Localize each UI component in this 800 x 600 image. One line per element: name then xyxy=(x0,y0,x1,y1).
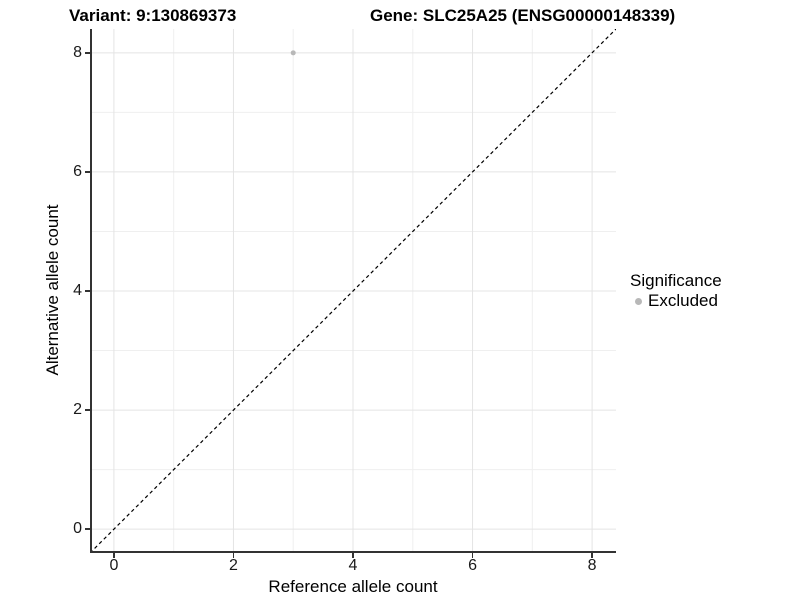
y-tick-mark xyxy=(85,409,90,411)
y-tick-label: 4 xyxy=(73,282,82,299)
y-tick-mark xyxy=(85,52,90,54)
y-tick-label: 0 xyxy=(73,520,82,538)
y-axis-title: Alternative allele count xyxy=(43,204,62,376)
y-tick-mark xyxy=(85,171,90,173)
legend-title: Significance xyxy=(630,271,722,290)
x-tick-mark xyxy=(232,553,235,558)
y-tick-label: 2 xyxy=(73,401,82,419)
x-tick-label: 0 xyxy=(109,557,119,574)
variant-title: Variant: 9:130869373 xyxy=(69,6,237,25)
y-tick-label: 6 xyxy=(73,162,82,180)
x-tick-label: 4 xyxy=(348,557,358,574)
x-tick-mark xyxy=(591,553,593,558)
data-point-excluded xyxy=(290,50,296,56)
y-tick-mark xyxy=(85,528,90,530)
x-tick-mark xyxy=(113,553,115,558)
identity-dashed-line xyxy=(90,29,616,553)
x-tick-mark xyxy=(471,553,474,558)
legend-entry-label: Excluded xyxy=(648,291,718,310)
legend-entry-excluded: Excluded xyxy=(630,291,722,311)
x-tick-label: 8 xyxy=(587,557,597,574)
gene-title: Gene: SLC25A25 (ENSG00000148339) xyxy=(370,6,676,25)
y-tick-label: 8 xyxy=(73,43,82,61)
x-axis-title: Reference allele count xyxy=(268,577,438,596)
excluded-point-marker-icon xyxy=(635,297,642,305)
x-tick-label: 6 xyxy=(468,557,477,574)
legend: Significance Excluded xyxy=(630,271,722,311)
x-tick-mark xyxy=(352,553,354,558)
x-tick-label: 2 xyxy=(229,557,238,574)
y-tick-mark xyxy=(85,290,90,292)
plot-panel xyxy=(90,29,616,553)
